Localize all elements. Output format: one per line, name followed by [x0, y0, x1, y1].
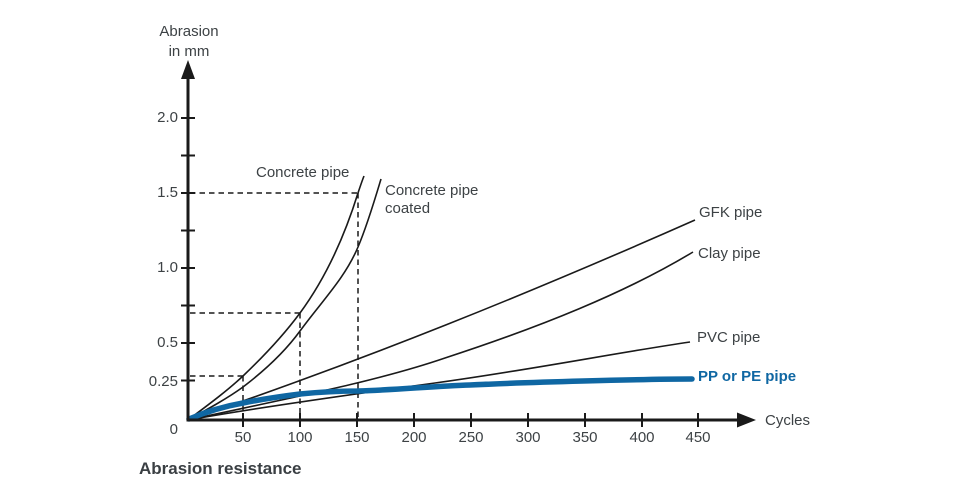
x-tick-label-450: 450	[685, 429, 711, 446]
clay-pipe-label: Clay pipe	[698, 245, 761, 262]
curves-group	[187, 175, 696, 421]
pp-pe-pipe-label: PP or PE pipe	[698, 368, 797, 385]
x-tick-label-350: 350	[572, 429, 598, 446]
concrete-pipe-coated-curve	[187, 178, 382, 421]
concrete-pipe-coated-label: Concrete pipe coated	[385, 182, 479, 217]
reference-dashed-lines	[190, 192, 359, 418]
x-tick-label-150: 150	[344, 429, 370, 446]
y-tick-label-1.0: 1.0	[157, 259, 178, 276]
x-tick-label-200: 200	[401, 429, 427, 446]
y-tick-label-0: 0	[169, 421, 178, 438]
y-axis-arrowhead-icon	[181, 60, 195, 79]
x-tick-label-300: 300	[515, 429, 541, 446]
x-axis-arrowhead-icon	[737, 412, 756, 428]
axes-group	[181, 60, 756, 428]
gfk-pipe-label: GFK pipe	[699, 204, 763, 221]
y-tick-label-0.5: 0.5	[157, 334, 178, 351]
pvc-pipe-curve	[187, 341, 691, 421]
x-tick-label-400: 400	[629, 429, 655, 446]
gfk-pipe-curve	[187, 219, 696, 421]
y-tick-label-2.0: 2.0	[157, 109, 178, 126]
y-tick-label-1.5: 1.5	[157, 184, 178, 201]
pp-pe-pipe-curve	[186, 376, 695, 422]
x-tick-label-250: 250	[458, 429, 484, 446]
clay-pipe-curve	[187, 251, 694, 421]
pvc-pipe-label: PVC pipe	[697, 329, 761, 346]
y-axis-ticks	[181, 117, 195, 382]
concrete-pipe-curve	[187, 175, 365, 421]
x-tick-label-50: 50	[234, 429, 252, 446]
figure-title: Abrasion resistance	[139, 459, 302, 478]
y-axis-title-line1: Abrasion	[159, 23, 219, 40]
x-axis-title: Cycles	[765, 412, 811, 429]
y-tick-label-0.25: 0.25	[148, 373, 178, 390]
y-axis-title-line2: in mm	[168, 43, 210, 60]
concrete-pipe-label: Concrete pipe	[256, 164, 350, 181]
x-axis-ticks	[242, 413, 699, 427]
x-tick-label-100: 100	[287, 429, 313, 446]
